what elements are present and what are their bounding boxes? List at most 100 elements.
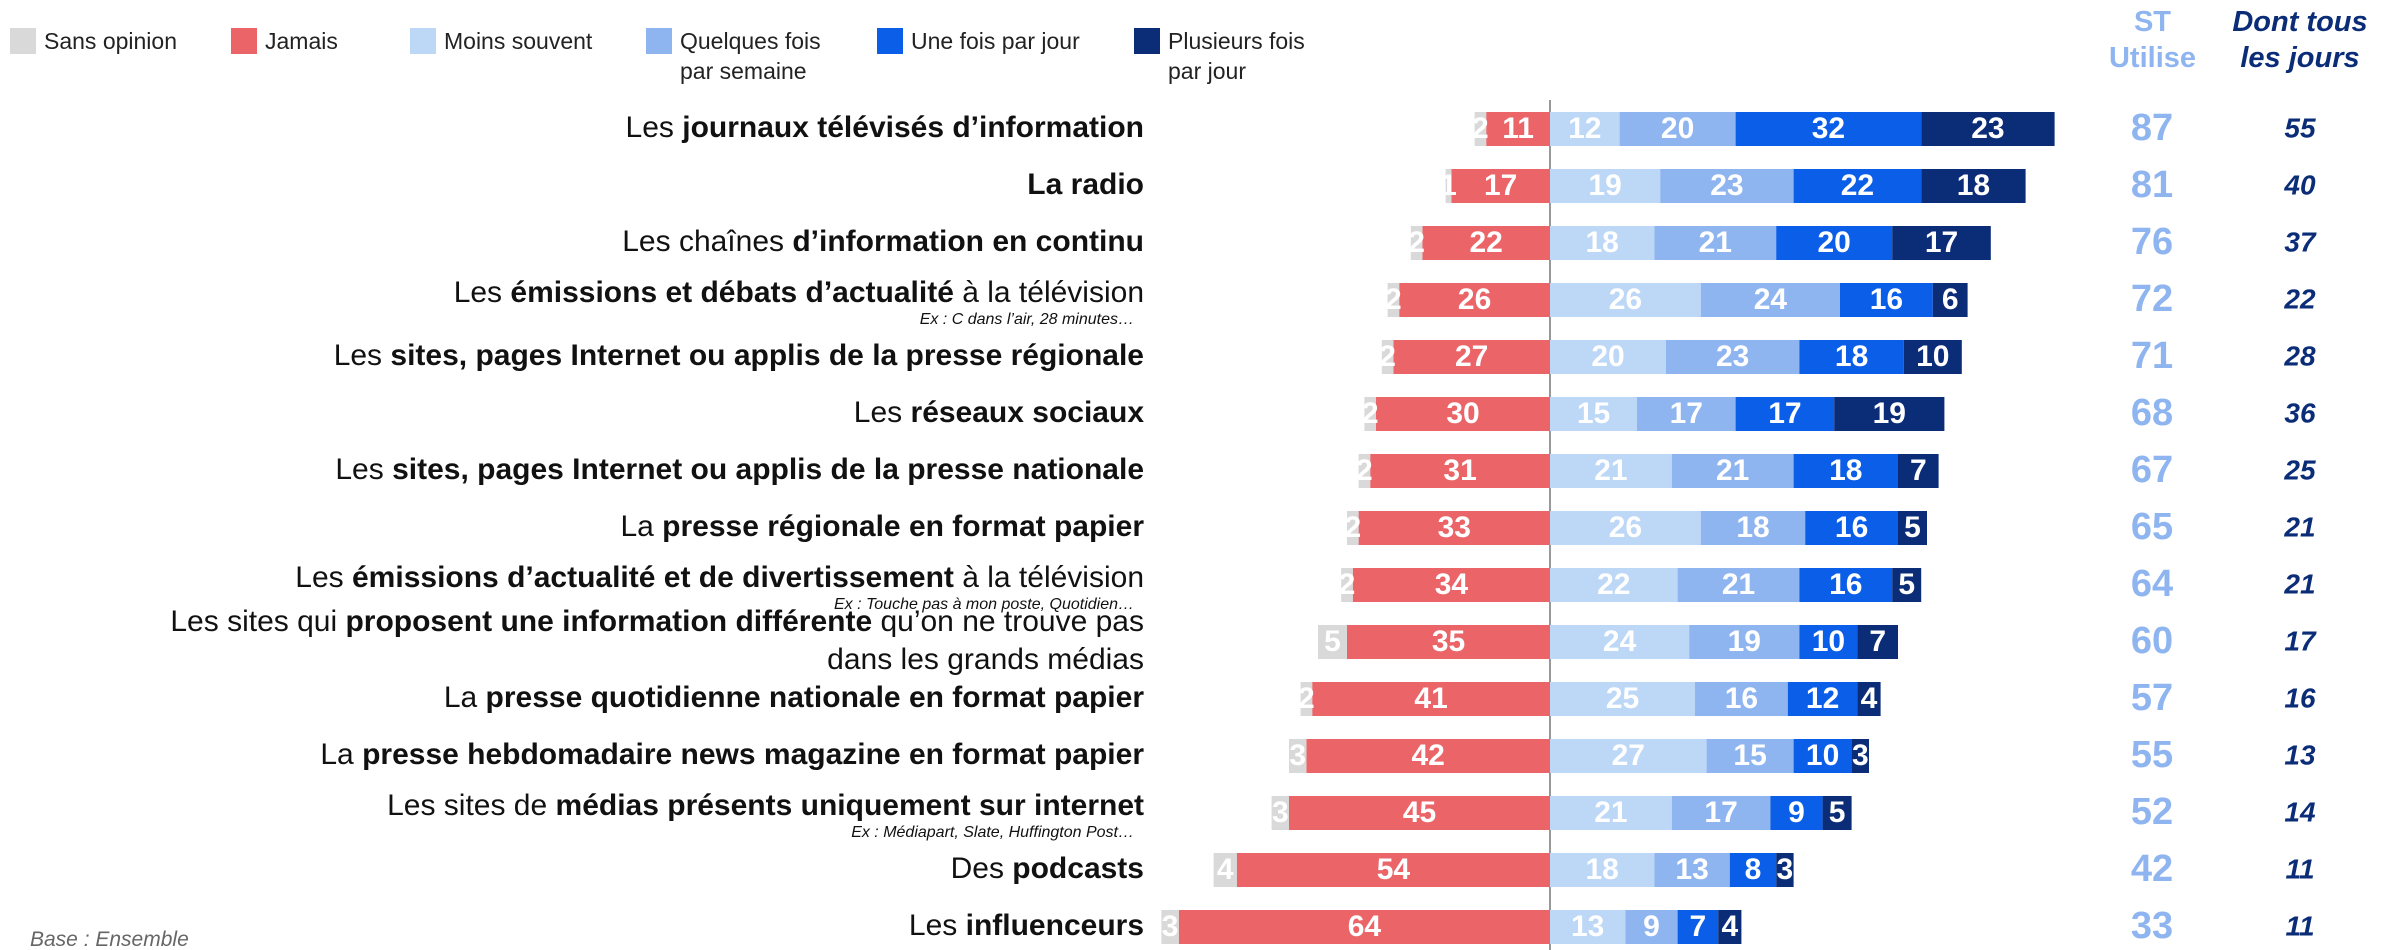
category-label: Les sites qui proposent une information … [170, 605, 1144, 638]
bar-segment [1677, 910, 1719, 944]
bar-segment [1347, 511, 1359, 545]
bar-value-label: 54 [1377, 853, 1411, 886]
bar-segment [1799, 568, 1893, 602]
category-label: La radio [1027, 168, 1144, 201]
daily-value: 36 [2284, 397, 2316, 428]
bar-value-label: 2 [1339, 568, 1356, 601]
bar-segment [1671, 796, 1771, 830]
bar-segment [1619, 112, 1736, 146]
category-label-part: sites, pages Internet ou applis de la pr… [392, 453, 1144, 486]
bar-segment [1271, 796, 1289, 830]
bar-segment [1341, 568, 1353, 602]
bar-value-label: 20 [1591, 340, 1624, 373]
bar-segment [1834, 397, 1945, 431]
bar-segment [1857, 625, 1898, 659]
category-label-part: médias présents uniquement sur internet [556, 789, 1144, 822]
bar-value-label: 17 [1670, 397, 1703, 430]
bar-value-label: 2 [1408, 226, 1425, 259]
bar-value-label: 13 [1571, 910, 1604, 943]
category-label: dans les grands médias [827, 643, 1144, 676]
category-label-part: journaux télévisés d’information [681, 111, 1144, 144]
legend-swatch [877, 28, 903, 54]
bar-segment [1793, 739, 1852, 773]
bar-value-label: 1 [1440, 169, 1457, 202]
legend-label: Jamais [265, 28, 338, 54]
bar-segment [1370, 454, 1550, 488]
bar-segment [1550, 739, 1707, 773]
bar-segment [1799, 340, 1904, 374]
bar-segment [1654, 853, 1730, 887]
daily-value: 21 [2283, 568, 2315, 599]
bar-value-label: 17 [1484, 169, 1517, 202]
bar-value-label: 32 [1812, 112, 1845, 145]
bar-segment [1660, 169, 1794, 203]
category-label-part: La radio [1027, 168, 1144, 201]
category-label-part: réseaux sociaux [911, 396, 1145, 429]
bar-value-label: 19 [1588, 169, 1621, 202]
bar-segment [1671, 454, 1794, 488]
category-label-part: émissions et débats d’actualité [510, 276, 953, 309]
bar-value-label: 10 [1916, 340, 1949, 373]
bar-value-label: 17 [1768, 397, 1801, 430]
total-value: 76 [2131, 221, 2173, 263]
bar-value-label: 35 [1432, 625, 1465, 658]
bar-value-label: 16 [1870, 283, 1903, 316]
bar-segment [1358, 511, 1550, 545]
legend-item: Plusieurs fois par jour [1134, 26, 1338, 86]
bar-value-label: 11 [1502, 112, 1534, 145]
category-label-part: proposent une information différente [345, 605, 872, 638]
bar-segment [1550, 910, 1626, 944]
bar-value-label: 3 [1777, 853, 1794, 886]
category-label-part: presse régionale en format papier [662, 510, 1144, 543]
bar-value-label: 21 [1716, 454, 1749, 487]
bar-value-label: 13 [1675, 853, 1708, 886]
category-label-part: Des [951, 852, 1013, 885]
category-label: Les émissions et débats d’actualité à la… [454, 276, 1144, 309]
bar-value-label: 22 [1470, 226, 1503, 259]
bar-segment [1735, 397, 1835, 431]
daily-value: 14 [2284, 796, 2316, 827]
category-label: Les chaînes d’information en continu [622, 225, 1144, 258]
category-note: Ex : C dans l’air, 28 minutes… [920, 311, 1134, 328]
total-value: 57 [2131, 677, 2173, 719]
total-value: 87 [2131, 107, 2173, 149]
category-label: Les sites de médias présents uniquement … [387, 789, 1144, 822]
bar-value-label: 17 [1925, 226, 1958, 259]
legend-item: Quelques fois par semaine [646, 26, 845, 86]
category-label: Les journaux télévisés d’information [626, 111, 1144, 144]
daily-value: 37 [2284, 226, 2317, 257]
bar-segment [1550, 169, 1661, 203]
bar-value-label: 23 [1710, 169, 1743, 202]
bar-segment [1312, 682, 1550, 716]
bar-segment [1776, 226, 1893, 260]
bar-segment [1289, 796, 1550, 830]
bar-value-label: 16 [1835, 511, 1868, 544]
bar-segment [1550, 682, 1695, 716]
bar-segment [1474, 112, 1487, 146]
bar-segment [1654, 226, 1777, 260]
bar-value-label: 18 [1829, 454, 1862, 487]
daily-value: 11 [2285, 853, 2314, 884]
category-label: Des podcasts [951, 852, 1144, 885]
bar-value-label: 26 [1458, 283, 1491, 316]
bar-value-label: 2 [1356, 454, 1373, 487]
category-label-part: à la télévision [954, 561, 1144, 594]
category-label: Les sites, pages Internet ou applis de l… [334, 339, 1144, 372]
bar-value-label: 18 [1957, 169, 1990, 202]
bar-segment [1793, 454, 1898, 488]
bar-segment [1637, 397, 1736, 431]
bar-segment [1364, 397, 1376, 431]
bar-value-label: 3 [1162, 910, 1179, 943]
bar-value-label: 7 [1869, 625, 1886, 658]
category-label-part: qu’on ne trouve pas [872, 605, 1144, 638]
bar-value-label: 2 [1472, 112, 1489, 145]
bar-value-label: 8 [1745, 853, 1762, 886]
bar-value-label: 3 [1272, 796, 1289, 829]
total-value: 55 [2131, 734, 2173, 776]
total-value: 65 [2131, 506, 2173, 548]
total-value: 42 [2131, 848, 2173, 890]
bar-value-label: 27 [1455, 340, 1488, 373]
daily-value: 40 [2283, 169, 2316, 200]
bar-segment [1787, 682, 1858, 716]
bar-value-label: 19 [1873, 397, 1906, 430]
